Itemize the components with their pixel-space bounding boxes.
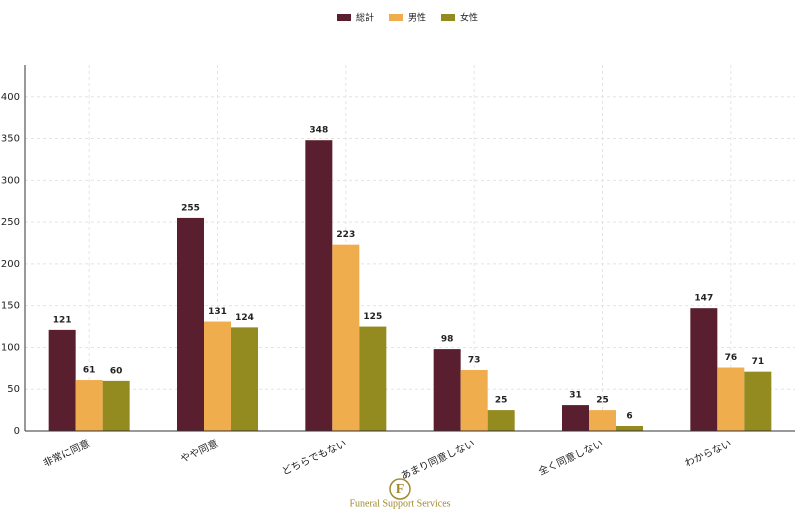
x-tick-label: どちらでもない [280, 438, 348, 478]
bar [231, 327, 258, 431]
value-label: 71 [752, 357, 765, 367]
bar [717, 367, 745, 431]
footer-text: Funeral Support Services [349, 498, 450, 509]
value-label: 124 [235, 313, 254, 323]
x-tick-label: 非常に同意 [41, 437, 92, 470]
value-label: 121 [53, 315, 72, 325]
bar [177, 217, 204, 431]
bar [102, 380, 130, 431]
bar [589, 410, 616, 431]
y-tick-label: 150 [1, 301, 20, 312]
bar [690, 308, 718, 431]
y-tick-label: 400 [1, 92, 20, 103]
y-tick-label: 50 [7, 384, 20, 395]
value-label: 25 [495, 396, 508, 406]
x-tick-label: やや同意 [178, 437, 220, 466]
y-tick-label: 250 [1, 217, 20, 228]
y-tick-label: 100 [1, 342, 20, 353]
bar [305, 140, 333, 431]
value-label: 348 [309, 126, 328, 136]
bar [562, 405, 589, 431]
value-label: 125 [363, 312, 382, 322]
legend-swatch [337, 14, 351, 21]
y-tick-label: 200 [1, 259, 20, 270]
value-label: 6 [626, 411, 632, 421]
legend-swatch [389, 14, 403, 21]
x-tick-label: わからない [683, 438, 733, 470]
bar [204, 321, 231, 431]
legend-label: 女性 [460, 12, 478, 24]
value-label: 223 [336, 230, 355, 240]
bar [75, 380, 103, 431]
bar [616, 425, 643, 431]
value-label: 76 [725, 353, 738, 363]
value-label: 255 [181, 203, 200, 213]
x-tick-label: あまり同意しない [399, 437, 477, 483]
value-label: 61 [83, 366, 96, 376]
bar [359, 326, 387, 431]
legend-swatch [441, 14, 455, 21]
legend-label: 総計 [356, 12, 374, 24]
logo-ring [389, 478, 411, 500]
y-tick-label: 300 [1, 175, 20, 186]
bar [744, 371, 772, 431]
value-label: 131 [208, 307, 227, 317]
value-label: 147 [694, 294, 713, 304]
legend-label: 男性 [408, 12, 426, 24]
bar [487, 410, 515, 431]
value-label: 73 [468, 356, 481, 366]
bar [460, 370, 488, 431]
value-label: 98 [441, 335, 454, 345]
y-tick-label: 0 [14, 426, 20, 437]
value-label: 31 [569, 391, 582, 401]
value-label: 25 [596, 396, 609, 406]
bar [332, 244, 360, 431]
logo-letter: F [396, 482, 405, 497]
x-tick-label: 全く同意しない [536, 437, 605, 478]
y-tick-label: 350 [1, 134, 20, 145]
value-label: 60 [110, 366, 123, 376]
bar [48, 329, 76, 431]
bar [433, 349, 461, 431]
